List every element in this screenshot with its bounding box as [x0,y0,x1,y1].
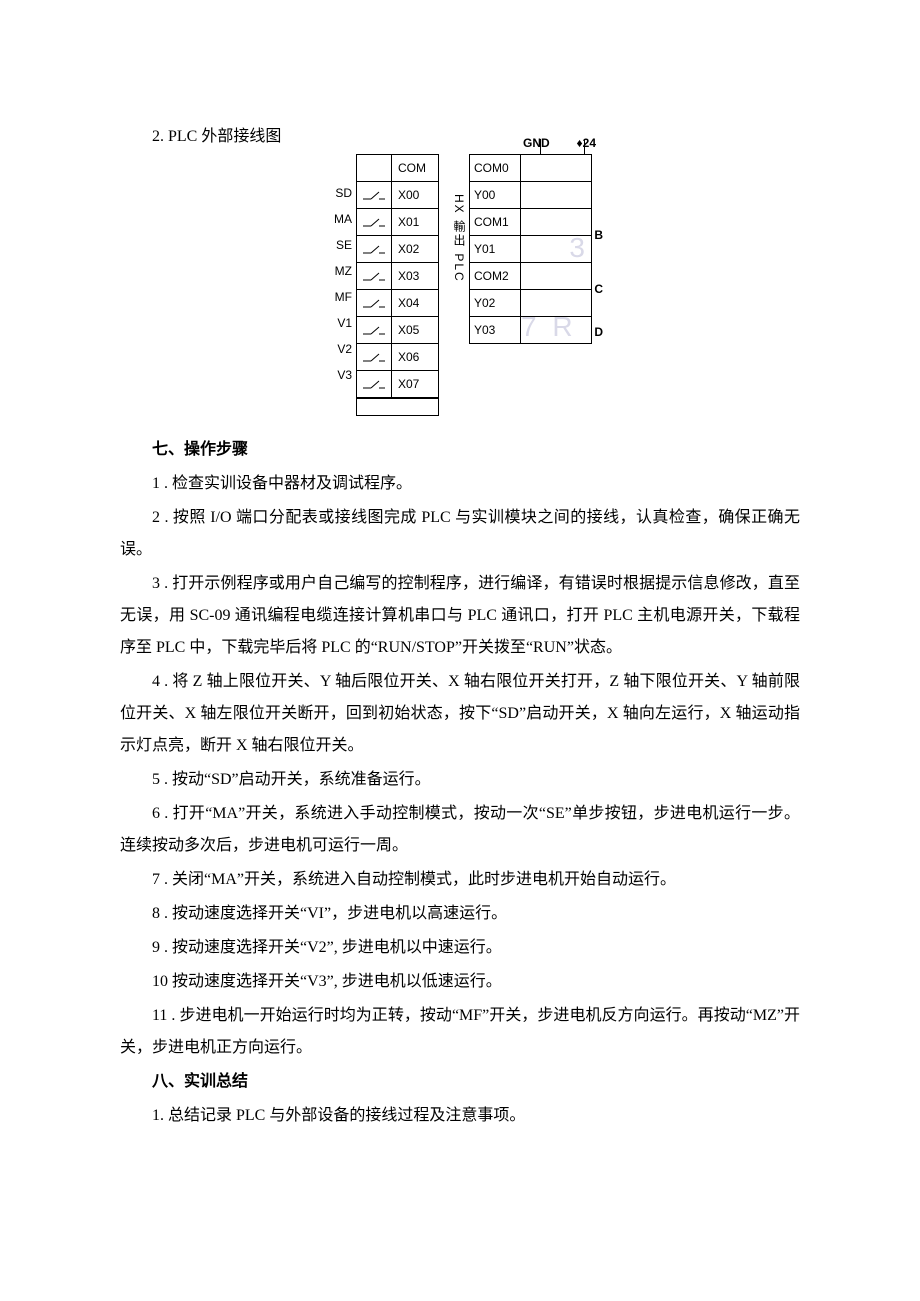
summary-1: 1. 总结记录 PLC 与外部设备的接线过程及注意事项。 [120,1100,800,1132]
v24-label: ♦24 [577,136,596,150]
in-lbl-4: MZ [328,264,356,278]
watermark-3: 3 [569,232,585,264]
out-port-4: COM2 [470,263,521,289]
out-port-5: Y02 [470,290,521,316]
com-switch-cell [357,155,392,181]
switch-icon [357,209,392,235]
output-header: GND ♦24 [469,136,600,150]
in-port-2: X01 [392,215,438,229]
step-1: 1 . 检查实训设备中器材及调试程序。 [120,468,800,500]
in-port-0: COM [392,161,438,175]
step-9: 9 . 按动速度选择开关“V2”, 步进电机以中速运行。 [120,932,800,964]
out-port-1: Y00 [470,182,521,208]
step-5: 5 . 按动“SD”启动开关，系统准备运行。 [120,764,800,796]
step-4: 4 . 将 Z 轴上限位开关、Y 轴后限位开关、X 轴右限位开关打开，Z 轴下限… [120,666,800,762]
out-label-d: D [594,325,603,339]
section8-title: 八、实训总结 [120,1066,800,1098]
gnd-label: GND [523,136,550,150]
step-3: 3 . 打开示例程序或用户自己编写的控制程序，进行编译，有错误时根据提示信息修改… [120,568,800,664]
out-port-3: Y01 [470,236,521,262]
input-labels-column: SD MA SE MZ MF V1 V2 V3 [328,154,356,416]
page: 2. PLC 外部接线图 SD MA SE MZ MF V1 V2 V3 [0,0,920,1301]
in-port-7: X06 [392,350,438,364]
out-label-c: C [594,282,603,296]
switch-icon [357,344,392,370]
diagram-inputs: SD MA SE MZ MF V1 V2 V3 COM [328,154,439,416]
in-port-6: X05 [392,323,438,337]
step-2: 2 . 按照 I/O 端口分配表或接线图完成 PLC 与实训模块之间的接线，认真… [120,502,800,566]
switch-icon [357,290,392,316]
plc-wiring-diagram: SD MA SE MZ MF V1 V2 V3 COM [300,154,620,416]
switch-icon [357,317,392,343]
in-lbl-1: SD [328,186,356,200]
plc-vertical-label: HX 輸出 PLC [451,194,468,283]
diagram-heading: 2. PLC 外部接线图 [120,122,800,146]
in-lbl-3: SE [328,238,356,252]
in-port-8: X07 [392,377,438,391]
in-port-3: X02 [392,242,438,256]
step-8: 8 . 按动速度选择开关“VI”，步进电机以高速运行。 [120,898,800,930]
in-lbl-6: V1 [328,316,356,330]
section7-title: 七、操作步骤 [120,434,800,466]
diagram-outputs: HX 輸出 PLC GND ♦24 COM0 Y00 [469,154,592,416]
step-6: 6 . 打开“MA”开关，系统进入手动控制模式，按动一次“SE”单步按钮，步进电… [120,798,800,862]
in-port-4: X03 [392,269,438,283]
in-port-1: X00 [392,188,438,202]
input-frame: COM X00 X01 X02 [356,154,439,416]
switch-icon [357,236,392,262]
switch-icon [357,182,392,208]
step-10: 10 按动速度选择开关“V3”, 步进电机以低速运行。 [120,966,800,998]
switch-icon [357,263,392,289]
out-label-b: B [594,228,603,242]
output-frame: COM0 Y00 COM1 Y01 3 [469,154,592,344]
step-7: 7 . 关闭“MA”开关，系统进入自动控制模式，此时步进电机开始自动运行。 [120,864,800,896]
in-lbl-2: MA [328,212,356,226]
in-lbl-8: V3 [328,368,356,382]
step-11: 11 . 步进电机一开始运行时均为正转，按动“MF”开关，步进电机反方向运行。再… [120,1000,800,1064]
out-port-6: Y03 [470,317,521,343]
out-port-2: COM1 [470,209,521,235]
out-port-0: COM0 [470,155,521,181]
in-port-5: X04 [392,296,438,310]
switch-icon [357,371,392,397]
in-lbl-5: MF [328,290,356,304]
in-lbl-7: V2 [328,342,356,356]
